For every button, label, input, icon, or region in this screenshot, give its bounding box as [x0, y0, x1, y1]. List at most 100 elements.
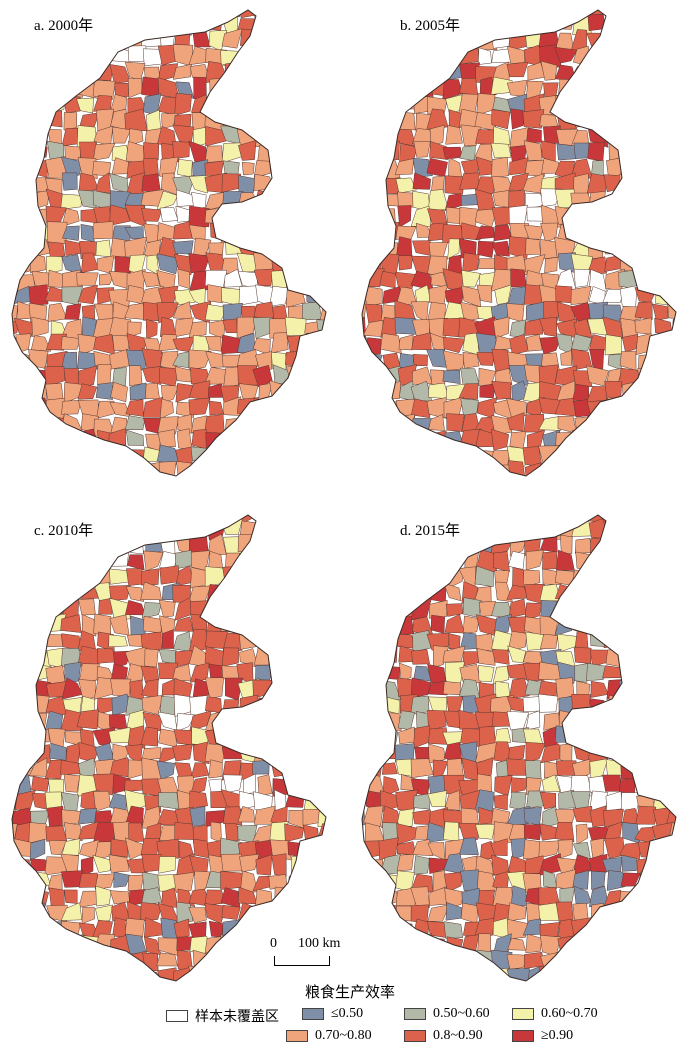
county-polygon	[539, 317, 558, 337]
county-polygon	[12, 872, 18, 892]
county-polygon	[252, 46, 272, 64]
county-polygon	[442, 645, 466, 663]
county-polygon	[684, 289, 695, 304]
county-polygon	[378, 17, 400, 33]
county-polygon	[539, 633, 558, 650]
county-polygon	[650, 108, 672, 128]
county-polygon	[305, 697, 323, 716]
county-polygon	[302, 433, 322, 451]
county-polygon	[62, 172, 78, 191]
county-polygon	[685, 551, 695, 571]
county-polygon	[640, 158, 656, 177]
county-polygon	[161, 385, 180, 404]
county-polygon	[574, 415, 593, 435]
county-polygon	[12, 381, 19, 403]
county-polygon	[620, 10, 640, 19]
county-polygon	[608, 695, 624, 712]
county-polygon	[92, 854, 113, 873]
county-polygon	[60, 902, 83, 921]
county-polygon	[268, 140, 288, 163]
county-polygon	[650, 396, 673, 417]
county-polygon	[684, 919, 696, 939]
legend-swatch	[404, 1008, 426, 1020]
county-polygon	[458, 709, 480, 730]
county-polygon	[523, 951, 544, 969]
county-polygon	[172, 12, 196, 36]
county-polygon	[620, 414, 639, 436]
county-polygon	[269, 112, 292, 131]
county-polygon	[284, 125, 306, 147]
county-polygon	[49, 955, 67, 970]
county-polygon	[320, 598, 326, 618]
county-polygon	[30, 744, 51, 764]
county-polygon	[379, 935, 399, 957]
county-polygon	[394, 429, 415, 452]
county-polygon	[16, 517, 36, 537]
county-polygon	[284, 905, 307, 925]
county-polygon	[554, 584, 578, 601]
county-polygon	[670, 598, 676, 620]
county-polygon	[586, 94, 609, 115]
county-polygon	[15, 434, 35, 450]
county-polygon	[362, 253, 370, 272]
county-polygon	[586, 933, 610, 952]
county-polygon	[44, 435, 62, 449]
county-polygon	[443, 921, 464, 939]
county-polygon	[29, 95, 51, 115]
county-polygon	[413, 725, 431, 749]
county-polygon	[525, 238, 541, 255]
county-polygon	[337, 824, 345, 844]
county-polygon	[205, 336, 222, 352]
county-polygon	[618, 241, 641, 260]
county-polygon	[339, 353, 345, 371]
county-polygon	[77, 365, 98, 387]
county-polygon	[28, 127, 50, 145]
county-polygon	[412, 172, 431, 190]
county-polygon	[46, 415, 67, 435]
county-polygon	[510, 268, 527, 288]
county-polygon	[333, 95, 345, 114]
county-polygon	[494, 614, 513, 633]
county-polygon	[334, 381, 345, 403]
county-polygon	[446, 936, 464, 952]
county-polygon	[362, 903, 370, 922]
county-polygon	[174, 366, 196, 383]
county-polygon	[428, 382, 450, 400]
county-polygon	[94, 535, 115, 552]
county-polygon	[141, 271, 161, 288]
county-polygon	[605, 44, 626, 65]
county-polygon	[459, 789, 481, 813]
county-polygon	[305, 414, 321, 435]
county-polygon	[316, 128, 326, 146]
county-polygon	[141, 10, 160, 20]
county-polygon	[684, 416, 695, 436]
county-polygon	[362, 13, 382, 33]
county-polygon	[12, 870, 36, 892]
county-polygon	[286, 221, 307, 242]
county-polygon	[157, 515, 178, 524]
county-polygon	[539, 515, 557, 525]
county-polygon	[14, 111, 32, 131]
county-polygon	[303, 477, 319, 490]
county-polygon	[362, 743, 370, 765]
county-polygon	[287, 172, 304, 191]
county-polygon	[362, 694, 368, 716]
county-polygon	[303, 645, 324, 664]
county-polygon	[575, 551, 592, 573]
county-polygon	[205, 515, 227, 525]
county-polygon	[384, 127, 396, 148]
county-polygon	[221, 430, 243, 448]
county-polygon	[269, 285, 289, 307]
county-polygon	[271, 903, 291, 920]
county-polygon	[524, 515, 541, 525]
county-polygon	[603, 953, 626, 972]
county-polygon	[606, 550, 622, 572]
county-polygon	[368, 631, 383, 652]
county-polygon	[669, 774, 676, 793]
county-polygon	[17, 743, 36, 762]
county-polygon	[316, 398, 326, 420]
county-polygon	[109, 614, 130, 636]
county-polygon	[572, 725, 594, 745]
county-polygon	[396, 823, 418, 845]
county-polygon	[586, 709, 610, 733]
